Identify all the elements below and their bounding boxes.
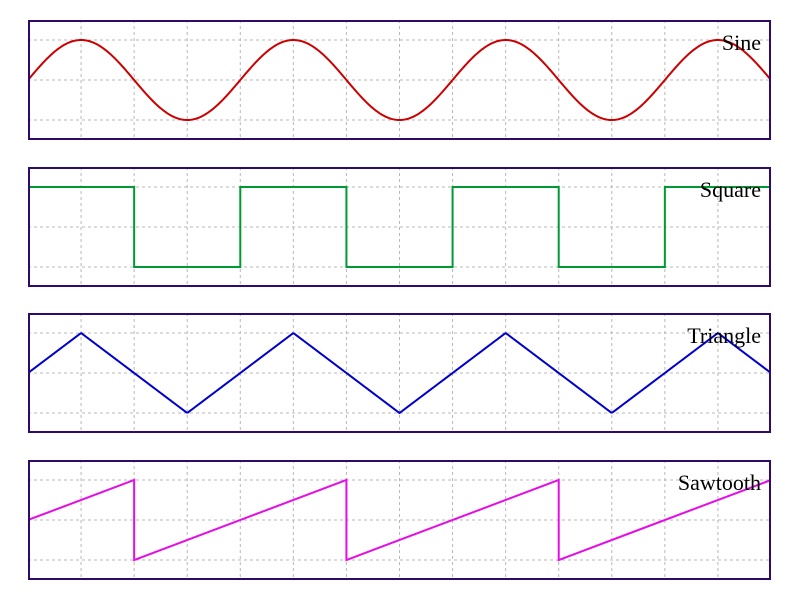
sawtooth-chart (28, 460, 771, 580)
panel-sawtooth: Sawtooth (28, 460, 771, 580)
square-label: Square (700, 177, 761, 203)
sawtooth-label: Sawtooth (678, 470, 761, 496)
square-chart (28, 167, 771, 287)
triangle-label: Triangle (687, 323, 761, 349)
panel-square: Square (28, 167, 771, 287)
sine-label: Sine (722, 30, 761, 56)
sine-chart (28, 20, 771, 140)
waveform-page: Sine Square Triangle Sawtooth (0, 0, 799, 600)
panel-triangle: Triangle (28, 313, 771, 433)
triangle-chart (28, 313, 771, 433)
panel-sine: Sine (28, 20, 771, 140)
